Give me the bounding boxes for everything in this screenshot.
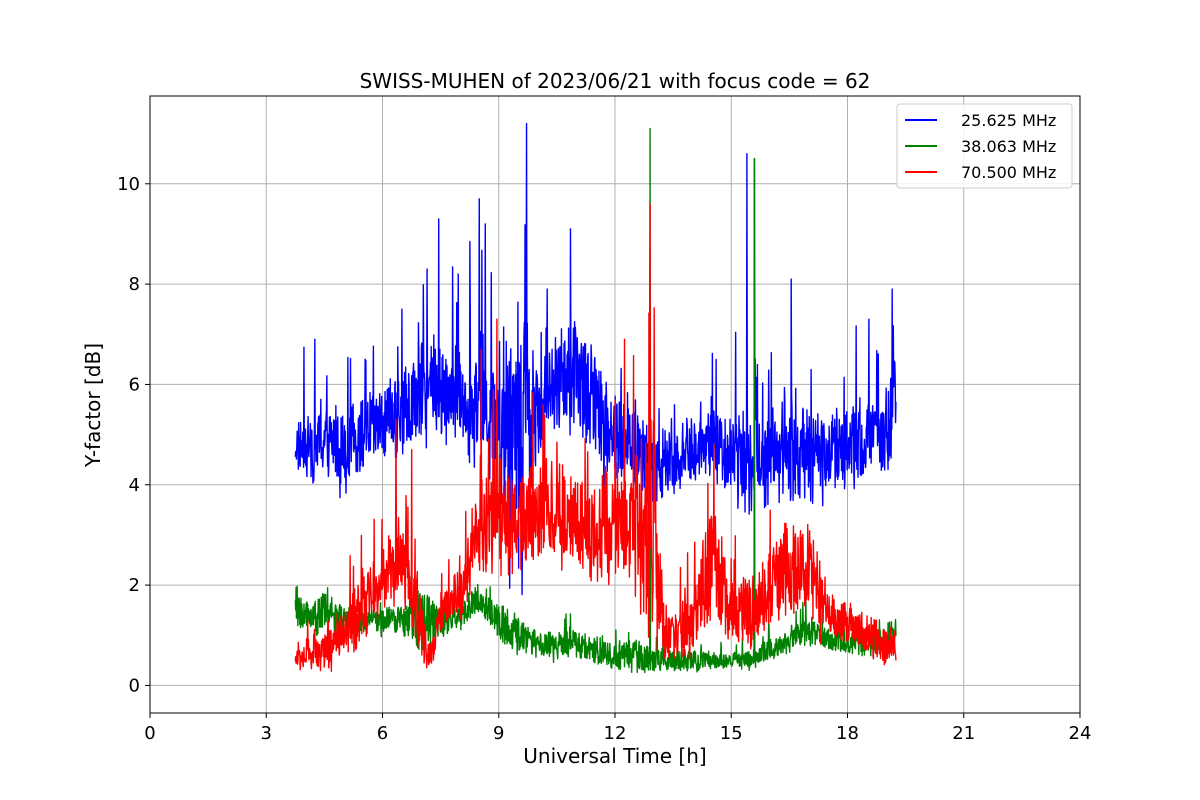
- x-tick-label: 24: [1069, 723, 1092, 744]
- x-tick-label: 12: [604, 723, 627, 744]
- x-tick-label: 3: [261, 723, 272, 744]
- y-axis-label: Y-factor [dB]: [81, 343, 105, 468]
- chart-title: SWISS-MUHEN of 2023/06/21 with focus cod…: [360, 69, 871, 93]
- y-tick-label: 0: [129, 675, 140, 696]
- x-tick-label: 0: [144, 723, 155, 744]
- x-tick-label: 15: [720, 723, 743, 744]
- legend-label-1: 25.625 MHz: [961, 111, 1056, 130]
- legend-box: [896, 103, 1073, 189]
- x-tick-label: 18: [836, 723, 859, 744]
- legend-label-3: 70.500 MHz: [961, 163, 1056, 182]
- legend-label-2: 38.063 MHz: [961, 137, 1056, 156]
- x-axis-label: Universal Time [h]: [523, 744, 706, 768]
- y-tick-label: 2: [129, 575, 140, 596]
- y-tick-label: 10: [117, 174, 140, 195]
- x-tick-label: 6: [377, 723, 388, 744]
- legend: 25.625 MHz 38.063 MHz 70.500 MHz: [896, 103, 1073, 189]
- series-line-2: [294, 127, 897, 674]
- y-tick-label: 6: [129, 374, 140, 395]
- y-tick-label: 4: [129, 475, 140, 496]
- series-line-3: [294, 203, 897, 673]
- y-tick-label: 8: [129, 274, 140, 295]
- x-tick-label: 9: [493, 723, 504, 744]
- series-layer: [294, 122, 897, 674]
- x-tick-label: 21: [952, 723, 975, 744]
